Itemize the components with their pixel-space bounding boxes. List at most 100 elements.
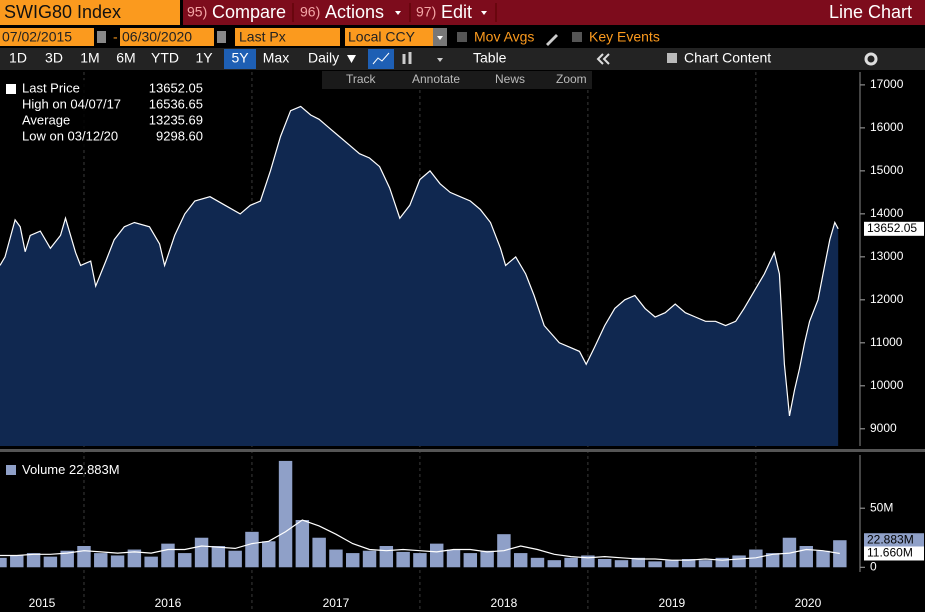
x-tick-label: 2015 bbox=[29, 596, 56, 610]
bar bbox=[228, 550, 242, 568]
checkbox[interactable] bbox=[457, 32, 467, 42]
frequency[interactable]: Daily bbox=[308, 50, 339, 66]
y-tick-label: 14000 bbox=[870, 206, 904, 220]
x-tick-label: 2016 bbox=[155, 596, 182, 610]
bar bbox=[446, 549, 461, 568]
line bbox=[0, 519, 840, 561]
period[interactable]: 3D bbox=[45, 50, 63, 66]
bar bbox=[816, 550, 830, 568]
bar bbox=[312, 537, 326, 568]
legend-value: 22.883M bbox=[69, 462, 120, 477]
edit-icon[interactable] bbox=[546, 34, 558, 46]
period-group: 1D 3D 1M 6M YTD 1Y 5Y Max bbox=[9, 49, 289, 69]
menu-bar bbox=[183, 0, 925, 25]
bar bbox=[379, 546, 394, 568]
bar bbox=[262, 541, 276, 568]
menu-item[interactable]: Actions bbox=[325, 2, 384, 22]
security-box[interactable] bbox=[0, 0, 180, 25]
bar bbox=[530, 557, 545, 568]
bar bbox=[614, 560, 629, 568]
bar bbox=[597, 559, 612, 568]
bar bbox=[681, 559, 696, 568]
table-button[interactable]: Table bbox=[473, 50, 507, 66]
period[interactable]: 1M bbox=[80, 50, 99, 66]
line-style-button[interactable] bbox=[368, 49, 394, 69]
period[interactable]: 6M bbox=[116, 50, 135, 66]
bar bbox=[144, 556, 158, 568]
menu-key: 95) bbox=[187, 4, 207, 20]
stat-label: Average bbox=[22, 112, 70, 127]
bar bbox=[648, 561, 662, 568]
bar bbox=[329, 549, 343, 568]
bar bbox=[362, 550, 377, 568]
tool[interactable]: Annotate bbox=[412, 72, 460, 86]
line-icon bbox=[372, 52, 390, 65]
bar bbox=[110, 555, 125, 568]
last-value-label: 22.883M bbox=[867, 532, 914, 546]
bar bbox=[564, 557, 578, 568]
bar bbox=[178, 553, 192, 568]
tool[interactable]: News bbox=[495, 72, 525, 86]
stat-value: 16536.65 bbox=[149, 96, 203, 111]
tool[interactable]: Track bbox=[346, 72, 377, 86]
bar bbox=[665, 560, 679, 568]
bar bbox=[94, 553, 108, 568]
menu-key: 96) bbox=[300, 4, 320, 20]
bar bbox=[161, 543, 175, 568]
field: Last Px bbox=[239, 29, 286, 45]
legend-name: Volume bbox=[22, 462, 65, 477]
bar bbox=[430, 543, 444, 568]
period[interactable]: 1D bbox=[9, 50, 27, 66]
period[interactable]: 1Y bbox=[195, 50, 213, 66]
checkbox[interactable] bbox=[572, 32, 582, 42]
bar bbox=[43, 556, 58, 568]
bar bbox=[295, 520, 310, 568]
y-tick-label: 11000 bbox=[870, 335, 903, 349]
menu-item[interactable]: Edit bbox=[441, 2, 472, 22]
legend-box bbox=[1, 80, 209, 148]
collapse-icon[interactable] bbox=[596, 53, 610, 65]
legend-swatch bbox=[6, 465, 16, 475]
x-tick-label: 2020 bbox=[795, 596, 822, 610]
toggle: Mov Avgs bbox=[474, 29, 534, 45]
stat-label: Low on 03/12/20 bbox=[22, 128, 118, 143]
menu-item[interactable]: Compare bbox=[212, 2, 286, 22]
bar bbox=[749, 549, 763, 568]
calendar-icon[interactable] bbox=[97, 31, 106, 43]
bar bbox=[631, 557, 645, 568]
period[interactable]: YTD bbox=[151, 50, 179, 66]
bar bbox=[396, 551, 410, 568]
last-value-box bbox=[864, 546, 924, 561]
bar bbox=[0, 557, 7, 568]
legend-value: 13652.05 bbox=[149, 80, 203, 95]
calendar-icon[interactable] bbox=[217, 31, 226, 43]
security: SWIG80 Index bbox=[4, 2, 121, 22]
chart-content[interactable]: Chart Content bbox=[684, 50, 771, 66]
currency-input[interactable] bbox=[345, 28, 433, 46]
candle-icon[interactable] bbox=[402, 52, 412, 64]
bar bbox=[765, 553, 780, 568]
bar bbox=[799, 546, 813, 568]
panel-divider bbox=[0, 449, 925, 452]
currency: Local CCY bbox=[348, 29, 416, 45]
bar bbox=[833, 540, 847, 568]
field-input[interactable] bbox=[235, 28, 340, 46]
last-value-box bbox=[864, 533, 924, 548]
y-tick-label: 17000 bbox=[870, 77, 904, 91]
settings-icon[interactable] bbox=[864, 52, 878, 66]
period[interactable]: 5Y bbox=[231, 50, 249, 66]
y-tick-label: 10000 bbox=[870, 378, 904, 392]
date-input[interactable] bbox=[0, 28, 94, 46]
period-active bbox=[224, 49, 256, 69]
dropdown-icon bbox=[395, 11, 401, 15]
period[interactable]: Max bbox=[263, 50, 289, 66]
bar bbox=[10, 555, 24, 568]
dropdown-icon bbox=[481, 11, 487, 15]
legend-label: Volume 22.883M bbox=[22, 462, 120, 477]
end-date: 06/30/2020 bbox=[122, 29, 192, 45]
bar bbox=[715, 557, 729, 568]
bar bbox=[26, 553, 41, 568]
start-date: 07/02/2015 bbox=[2, 29, 72, 45]
tool[interactable]: Zoom bbox=[556, 72, 587, 86]
date-input[interactable] bbox=[120, 28, 214, 46]
